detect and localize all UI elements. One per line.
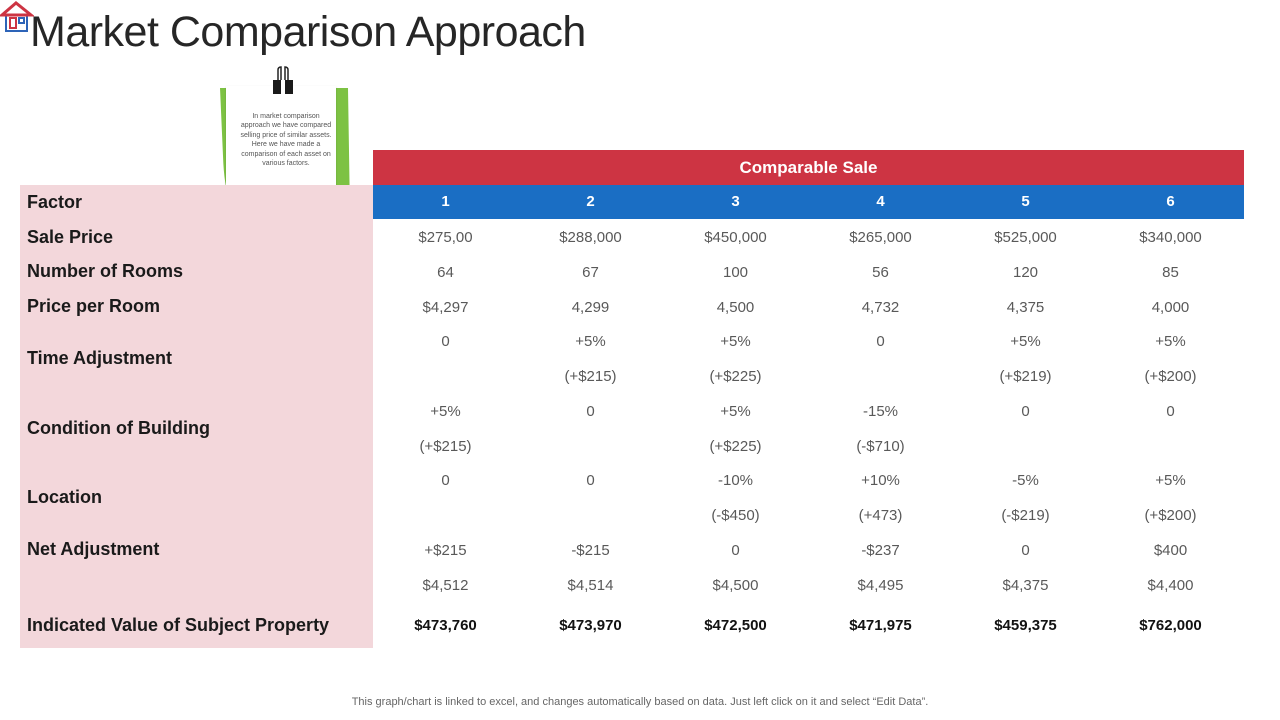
table-cell: $525,000 [994,229,1057,246]
table-cell: $4,400 [1147,577,1194,594]
table-cell: (+473) [858,507,903,524]
table-cell: $288,000 [559,229,622,246]
table-cell: -15% [862,403,899,420]
table-cell: -$237 [861,542,900,559]
table-cell: +5% [1010,333,1041,350]
factor-location: Location [27,487,102,507]
table-cell: 100 [722,264,749,281]
table-cell: $4,297 [422,299,469,316]
factor-condition-of-building: Condition of Building [27,418,210,438]
factor-number-of-rooms: Number of Rooms [27,261,184,281]
column-number: 2 [586,193,595,210]
indicated-value-cell: $473,760 [414,617,477,634]
table-cell: 64 [437,264,454,281]
table-cell: +5% [1155,333,1186,350]
factor-header: Factor [27,192,83,212]
table-cell: $275,00 [418,229,473,246]
table-cell: +5% [720,333,751,350]
table-cell: +5% [1155,472,1186,489]
table-cell: (+$215) [419,438,472,455]
footer-note: This graph/chart is linked to excel, and… [351,696,929,708]
table-cell: +5% [430,403,461,420]
table-cell: $265,000 [849,229,912,246]
column-number: 4 [876,193,885,210]
table-cell: (+$200) [1144,368,1197,385]
table-cell: $450,000 [704,229,767,246]
table-cell: 0 [1021,542,1030,559]
table-cell: 4,732 [861,299,900,316]
table-cell: 4,299 [571,299,610,316]
table-cell: 0 [731,542,740,559]
table-cell: (+$200) [1144,507,1197,524]
table-cell: +10% [861,472,900,489]
table-cell: +$215 [424,542,467,559]
table-cell: 0 [876,333,885,350]
table-cell: -10% [717,472,754,489]
house-logo-icon [0,1,34,32]
table-cell: $340,000 [1139,229,1202,246]
column-number: 3 [731,193,740,210]
column-number-header [373,185,1244,219]
factor-time-adjustment: Time Adjustment [27,348,173,368]
table-cell: 85 [1162,264,1179,281]
table-cell: 120 [1012,264,1039,281]
table-cell: $4,514 [567,577,614,594]
table-cell: +5% [720,403,751,420]
page-title: Market Comparison Approach [30,8,586,56]
table-cell: -5% [1012,472,1039,489]
table-cell: (+$215) [564,368,617,385]
comparable-sale-header: Comparable Sale [373,150,1244,185]
table-cell: (+$219) [999,368,1052,385]
factor-sale-price: Sale Price [27,227,114,247]
table-cell: $400 [1153,542,1188,559]
table-cell: 0 [441,472,450,489]
table-cell: +5% [575,333,606,350]
binder-clip-icon [273,66,293,94]
table-cell: 0 [586,472,595,489]
table-cell: -$215 [571,542,610,559]
table-cell: 0 [441,333,450,350]
table-cell: $4,512 [422,577,469,594]
table-cell: 56 [872,264,889,281]
factor-price-per-room: Price per Room [27,296,161,316]
indicated-value-cell: $473,970 [559,617,622,634]
table-cell: 0 [586,403,595,420]
factor-column [20,185,373,648]
table-cell: (+$225) [709,438,762,455]
column-number: 1 [441,193,450,210]
indicated-value-cell: $471,975 [849,617,912,634]
column-number: 6 [1166,193,1175,210]
table-cell: 0 [1166,403,1175,420]
column-number: 5 [1021,193,1030,210]
table-cell: 4,375 [1006,299,1045,316]
table-cell: (-$450) [711,507,760,524]
table-cell: (-$219) [1001,507,1050,524]
table-cell: $4,495 [857,577,904,594]
indicated-value-cell: $472,500 [704,617,767,634]
table-cell: $4,375 [1002,577,1049,594]
indicated-value-cell: $459,375 [994,617,1057,634]
table-cell: 67 [582,264,599,281]
table-cell: (+$225) [709,368,762,385]
factor-indicated-value: Indicated Value of Subject Property [27,615,330,635]
table-cell: 4,500 [716,299,755,316]
note-text: In market comparison approach we have co… [240,113,332,168]
indicated-value-cell: $762,000 [1139,617,1202,634]
table-cell: 4,000 [1151,299,1190,316]
factor-net-adjustment: Net Adjustment [27,539,160,559]
table-cell: $4,500 [712,577,759,594]
table-cell: (-$710) [856,438,905,455]
table-cell: 0 [1021,403,1030,420]
